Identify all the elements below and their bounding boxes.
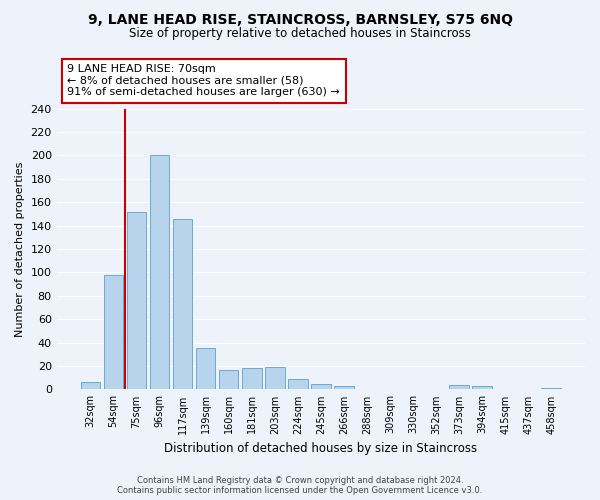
Text: Size of property relative to detached houses in Staincross: Size of property relative to detached ho… <box>129 28 471 40</box>
Bar <box>541 388 561 390</box>
Y-axis label: Number of detached properties: Number of detached properties <box>15 162 25 336</box>
Bar <box>311 384 331 390</box>
Bar <box>104 275 123 390</box>
Bar <box>196 348 215 390</box>
Bar <box>334 386 353 390</box>
Text: 9, LANE HEAD RISE, STAINCROSS, BARNSLEY, S75 6NQ: 9, LANE HEAD RISE, STAINCROSS, BARNSLEY,… <box>88 12 512 26</box>
X-axis label: Distribution of detached houses by size in Staincross: Distribution of detached houses by size … <box>164 442 478 455</box>
Text: 9 LANE HEAD RISE: 70sqm
← 8% of detached houses are smaller (58)
91% of semi-det: 9 LANE HEAD RISE: 70sqm ← 8% of detached… <box>67 64 340 98</box>
Text: Contains HM Land Registry data © Crown copyright and database right 2024.
Contai: Contains HM Land Registry data © Crown c… <box>118 476 482 495</box>
Bar <box>288 379 308 390</box>
Bar <box>173 218 193 390</box>
Bar <box>449 385 469 390</box>
Bar <box>242 368 262 390</box>
Bar <box>265 367 284 390</box>
Bar <box>150 156 169 390</box>
Bar <box>127 212 146 390</box>
Bar <box>219 370 238 390</box>
Bar <box>472 386 492 390</box>
Bar <box>80 382 100 390</box>
